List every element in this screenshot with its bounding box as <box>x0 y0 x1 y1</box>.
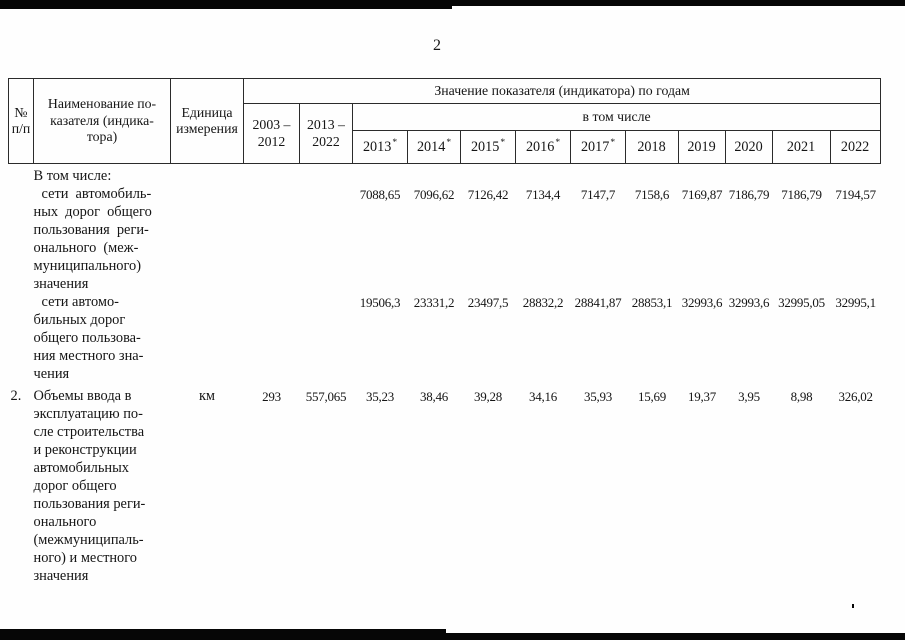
empty-cell <box>300 185 353 293</box>
empty-cell <box>171 293 244 387</box>
indicator-name: сети автомо- бильных дорог общего пользо… <box>33 294 144 382</box>
value-cell: 32993,6 <box>728 295 770 310</box>
header-year-2017: 2017* <box>570 130 626 164</box>
subheader-label: В том числе: <box>33 168 112 184</box>
empty-cell <box>9 185 34 293</box>
year-label: 2016 <box>525 138 555 155</box>
value-cell: 19506,3 <box>359 295 401 310</box>
value-cell: 32995,1 <box>835 295 876 310</box>
value-cell: 7096,62 <box>413 187 455 202</box>
value-cell: 38,46 <box>420 389 448 404</box>
header-year-2021: 2021 <box>772 130 831 164</box>
value-cell: 7126,42 <box>467 187 509 202</box>
header-year-2015: 2015* <box>460 130 516 164</box>
footnote-asterisk: * <box>392 138 398 149</box>
empty-cell <box>244 293 300 387</box>
header-indicator-name: Наименование по- казателя (индика- тора) <box>33 78 171 164</box>
year-label: 2019 <box>687 138 716 155</box>
footnote-asterisk: * <box>555 138 561 149</box>
empty-cell <box>244 185 300 293</box>
empty-cell <box>171 185 244 293</box>
scan-artifact-top-bar-left <box>0 0 452 9</box>
value-cell: 28841,87 <box>574 295 622 310</box>
scan-artifact-bottom-bar-left <box>0 629 446 635</box>
value-cell: 39,28 <box>474 389 502 404</box>
scan-artifact-speck <box>852 604 854 608</box>
value-cell: 23331,2 <box>413 295 455 310</box>
footnote-asterisk: * <box>500 138 506 149</box>
header-period-2013-2022: 2013 – 2022 <box>299 103 353 164</box>
header-row-number: № п/п <box>8 78 34 164</box>
indicator-name: Объемы ввода в эксплуатацию по- сле стро… <box>33 388 146 584</box>
value-cell: 15,69 <box>638 389 666 404</box>
table-row-local-roads: сети автомо- бильных дорог общего пользо… <box>9 293 881 387</box>
header-year-2022: 2022 <box>829 130 882 164</box>
value-cell: 7158,6 <box>634 187 670 202</box>
row-number: 2. <box>10 388 22 404</box>
page-number: 2 <box>433 37 441 54</box>
value-cell: 28853,1 <box>631 295 673 310</box>
table-row-subheader: В том числе: <box>9 164 881 186</box>
value-cell: 7134,4 <box>525 187 561 202</box>
header-year-2019: 2019 <box>678 130 726 164</box>
value-cell: 19,37 <box>688 389 716 404</box>
value-cell: 557,065 <box>305 389 347 404</box>
value-cell: 32993,6 <box>681 295 723 310</box>
year-label: 2014 <box>416 138 446 155</box>
year-label: 2020 <box>734 138 763 155</box>
value-cell: 34,16 <box>529 389 557 404</box>
year-label: 2018 <box>637 138 666 155</box>
empty-cell <box>300 293 353 387</box>
unit-value: км <box>198 388 216 404</box>
year-label: 2022 <box>840 138 870 155</box>
indicators-table: № п/п Наименование по- казателя (индика-… <box>8 78 882 587</box>
header-values-by-years: Значение показателя (индикатора) по года… <box>242 78 882 104</box>
header-including: в том числе <box>351 103 882 131</box>
value-cell: 7186,79 <box>728 187 770 202</box>
value-cell: 8,98 <box>790 389 813 404</box>
value-cell: 32995,05 <box>778 295 825 310</box>
footnote-asterisk: * <box>610 138 616 149</box>
header-year-2016: 2016* <box>515 130 571 164</box>
header-year-2014: 2014* <box>407 130 461 164</box>
value-cell: 293 <box>262 389 281 404</box>
empty-cell <box>9 164 34 186</box>
value-cell: 3,95 <box>738 389 760 404</box>
value-cell: 7147,7 <box>580 187 616 202</box>
value-cell: 7186,79 <box>781 187 822 202</box>
value-cell: 326,02 <box>838 389 873 404</box>
header-year-2018: 2018 <box>625 130 679 164</box>
value-cell: 23497,5 <box>467 295 509 310</box>
table-row-regional-roads: сети автомобиль- ных дорог общего пользо… <box>9 185 881 293</box>
year-label: 2015 <box>470 138 500 155</box>
indicator-name: сети автомобиль- ных дорог общего пользо… <box>33 186 152 292</box>
value-cell: 7194,57 <box>835 187 876 202</box>
header-year-2020: 2020 <box>725 130 773 164</box>
scan-artifact-bottom-bar <box>0 633 905 640</box>
value-cell: 7088,65 <box>359 187 401 202</box>
table-row-item-2: 2. Объемы ввода в эксплуатацию по- сле с… <box>9 387 881 587</box>
value-cell: 35,93 <box>584 389 612 404</box>
year-label: 2021 <box>786 138 816 155</box>
empty-cell <box>9 293 34 387</box>
footnote-asterisk: * <box>446 138 452 149</box>
year-label: 2013 <box>362 138 392 155</box>
value-cell: 35,23 <box>366 389 394 404</box>
year-label: 2017 <box>580 138 610 155</box>
header-period-2003-2012: 2003 – 2012 <box>243 103 300 164</box>
scan-artifact-top-bar <box>0 0 905 6</box>
header-year-2013: 2013* <box>352 130 408 164</box>
header-unit: Единица измерения <box>170 78 244 164</box>
empty-cell <box>171 164 881 186</box>
value-cell: 28832,2 <box>522 295 564 310</box>
value-cell: 7169,87 <box>681 187 723 202</box>
